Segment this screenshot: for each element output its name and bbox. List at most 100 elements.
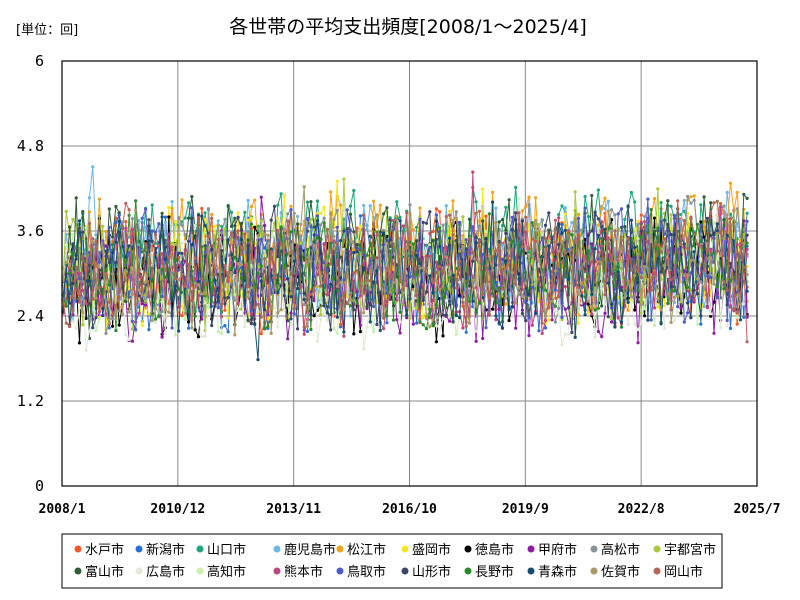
legend-marker	[527, 567, 535, 575]
data-point	[567, 306, 571, 310]
data-point	[610, 259, 614, 263]
data-point	[309, 292, 313, 296]
data-point	[672, 233, 677, 237]
data-point	[335, 331, 339, 335]
data-point	[398, 255, 402, 259]
data-point	[91, 165, 95, 169]
data-point	[474, 258, 478, 262]
data-point	[418, 266, 422, 270]
data-point	[639, 303, 643, 307]
data-point	[745, 219, 749, 223]
data-point	[315, 305, 320, 309]
data-point	[335, 284, 339, 288]
data-point	[276, 229, 280, 233]
data-point	[253, 246, 257, 250]
data-point	[500, 218, 505, 222]
data-point	[388, 218, 392, 222]
data-point	[448, 209, 452, 213]
data-point	[487, 313, 491, 317]
series-line	[62, 202, 748, 360]
data-point	[302, 271, 306, 275]
data-point	[610, 272, 614, 276]
data-point	[669, 233, 673, 237]
data-point	[567, 332, 571, 336]
data-point	[633, 289, 637, 293]
data-point	[243, 263, 247, 267]
data-point	[137, 288, 141, 292]
data-point	[434, 207, 438, 211]
data-point	[84, 302, 88, 306]
data-point	[553, 304, 558, 308]
data-point	[676, 305, 680, 309]
data-point	[203, 211, 207, 215]
data-point	[722, 204, 726, 208]
data-point	[619, 325, 624, 329]
data-point	[636, 341, 640, 345]
data-point	[563, 285, 567, 289]
data-point	[636, 328, 640, 332]
data-point	[153, 307, 158, 311]
data-point	[639, 229, 643, 233]
data-point	[163, 308, 167, 312]
data-point	[395, 200, 399, 204]
legend-item: 徳島市	[464, 542, 514, 558]
data-point	[467, 252, 472, 256]
data-point	[745, 233, 749, 237]
data-point	[388, 290, 392, 294]
data-point	[623, 296, 627, 300]
data-point	[547, 244, 551, 248]
legend-item: 甲府市	[527, 542, 577, 558]
data-point	[600, 282, 604, 286]
data-point	[692, 299, 696, 303]
data-point	[699, 220, 703, 224]
series-layer	[61, 165, 749, 362]
data-point	[461, 326, 465, 330]
data-point	[114, 260, 118, 265]
data-point	[243, 325, 247, 329]
data-point	[583, 206, 587, 210]
data-point	[709, 247, 713, 251]
data-point	[71, 233, 75, 237]
data-point	[130, 319, 134, 323]
legend-marker	[590, 567, 598, 575]
data-point	[249, 222, 253, 226]
data-point	[263, 257, 267, 261]
data-point	[94, 296, 98, 300]
data-point	[633, 322, 637, 326]
legend-label: 長野市	[475, 564, 514, 580]
data-point	[368, 320, 372, 324]
data-point	[401, 287, 405, 291]
data-point	[580, 294, 584, 298]
data-point	[355, 226, 359, 230]
data-point	[87, 196, 91, 200]
data-point	[514, 301, 518, 305]
data-point	[249, 321, 253, 325]
data-point	[114, 221, 118, 225]
data-point	[368, 241, 372, 245]
data-point	[140, 293, 144, 297]
data-point	[203, 217, 207, 221]
data-point	[672, 289, 677, 293]
data-point	[679, 311, 683, 315]
data-point	[253, 305, 257, 310]
data-point	[715, 285, 719, 289]
data-point	[309, 246, 313, 250]
data-point	[738, 235, 743, 239]
data-point	[216, 272, 220, 276]
data-point	[474, 200, 478, 204]
y-tick-label: 0	[35, 477, 44, 495]
data-point	[124, 201, 128, 205]
data-point	[365, 228, 369, 232]
data-point	[388, 249, 392, 253]
data-point	[114, 204, 118, 209]
data-point	[319, 251, 323, 255]
data-point	[702, 296, 706, 300]
series-line	[62, 187, 748, 310]
data-point	[530, 237, 534, 241]
data-point	[494, 314, 498, 318]
data-point	[616, 212, 620, 216]
data-point	[134, 208, 138, 212]
data-point	[461, 300, 465, 304]
data-point	[507, 307, 511, 312]
data-point	[540, 227, 544, 231]
